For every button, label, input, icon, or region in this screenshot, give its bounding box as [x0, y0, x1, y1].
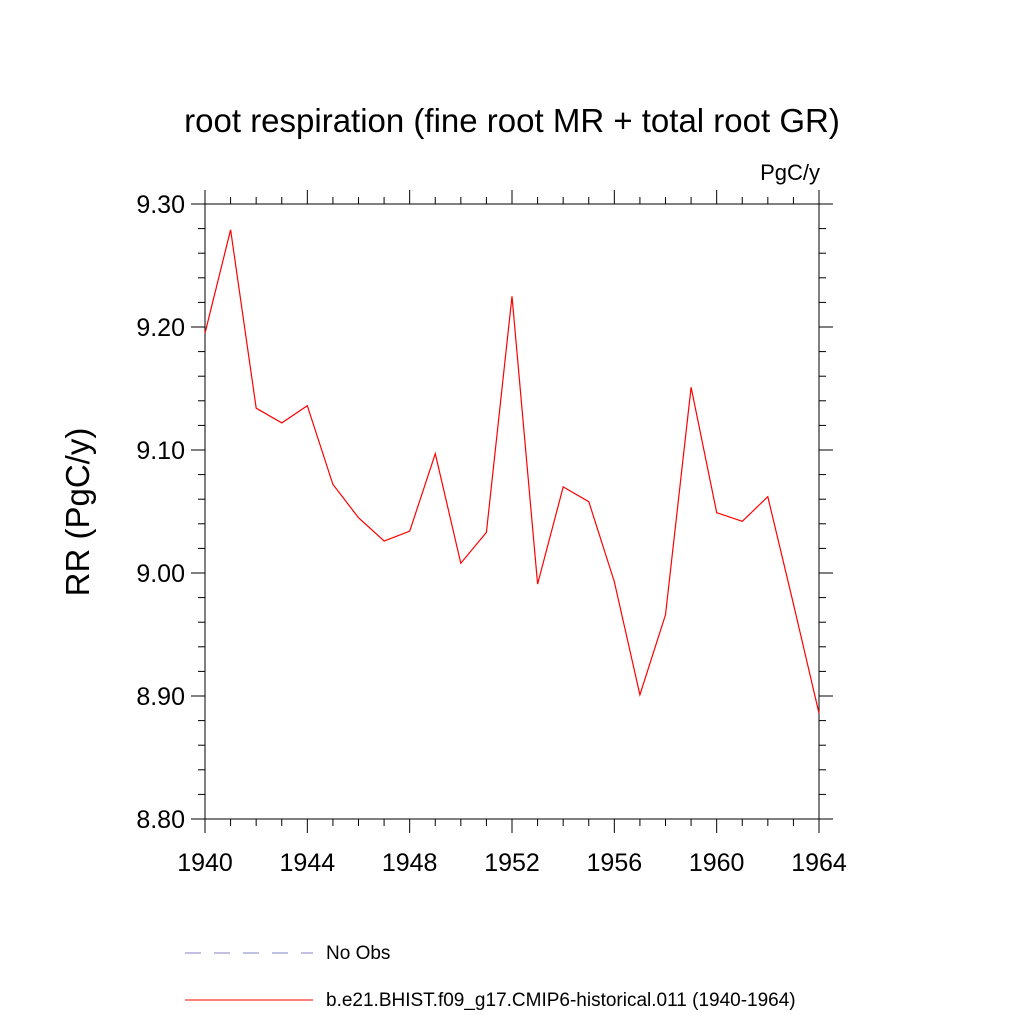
x-tick-label: 1956: [587, 849, 643, 877]
x-tick-label: 1952: [484, 849, 540, 877]
y-tick-label: 9.00: [136, 560, 185, 588]
legend-label-no-obs: No Obs: [326, 943, 390, 964]
legend-label-historical: b.e21.BHIST.f09_g17.CMIP6-historical.011…: [326, 990, 796, 1011]
axis-ticks: [191, 190, 833, 833]
legend: No Obs b.e21.BHIST.f09_g17.CMIP6-histori…: [185, 943, 796, 1011]
chart-title: root respiration (fine root MR + total r…: [184, 102, 840, 139]
x-tick-label: 1944: [280, 849, 336, 877]
x-tick-label: 1960: [689, 849, 745, 877]
y-tick-label: 8.80: [136, 806, 185, 834]
y-tick-label: 9.10: [136, 437, 185, 465]
y-tick-label: 9.20: [136, 314, 185, 342]
y-tick-label: 9.30: [136, 191, 185, 219]
units-label: PgC/y: [760, 160, 820, 185]
x-tick-label: 1964: [791, 849, 847, 877]
x-tick-label: 1948: [382, 849, 438, 877]
y-axis-label: RR (PgC/y): [59, 428, 96, 597]
axis-tick-labels: 1940 1944 1948 1952 1956 1960 1964 8.80 8.90 9.00…: [136, 191, 847, 877]
x-tick-label: 1940: [177, 849, 233, 877]
series-line-historical: [204, 229, 820, 714]
y-tick-label: 8.90: [136, 683, 185, 711]
data-series: [204, 229, 820, 714]
